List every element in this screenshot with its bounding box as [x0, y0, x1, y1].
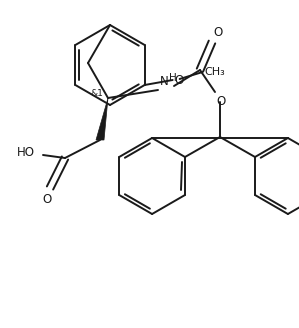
- Text: H: H: [169, 73, 177, 83]
- Text: &1: &1: [90, 89, 103, 97]
- Text: O: O: [213, 26, 222, 39]
- Polygon shape: [96, 98, 108, 140]
- Text: O: O: [175, 73, 184, 87]
- Text: CH₃: CH₃: [205, 67, 225, 77]
- Text: HO: HO: [17, 147, 35, 159]
- Text: N: N: [160, 75, 169, 88]
- Text: O: O: [216, 95, 225, 108]
- Text: O: O: [42, 193, 52, 206]
